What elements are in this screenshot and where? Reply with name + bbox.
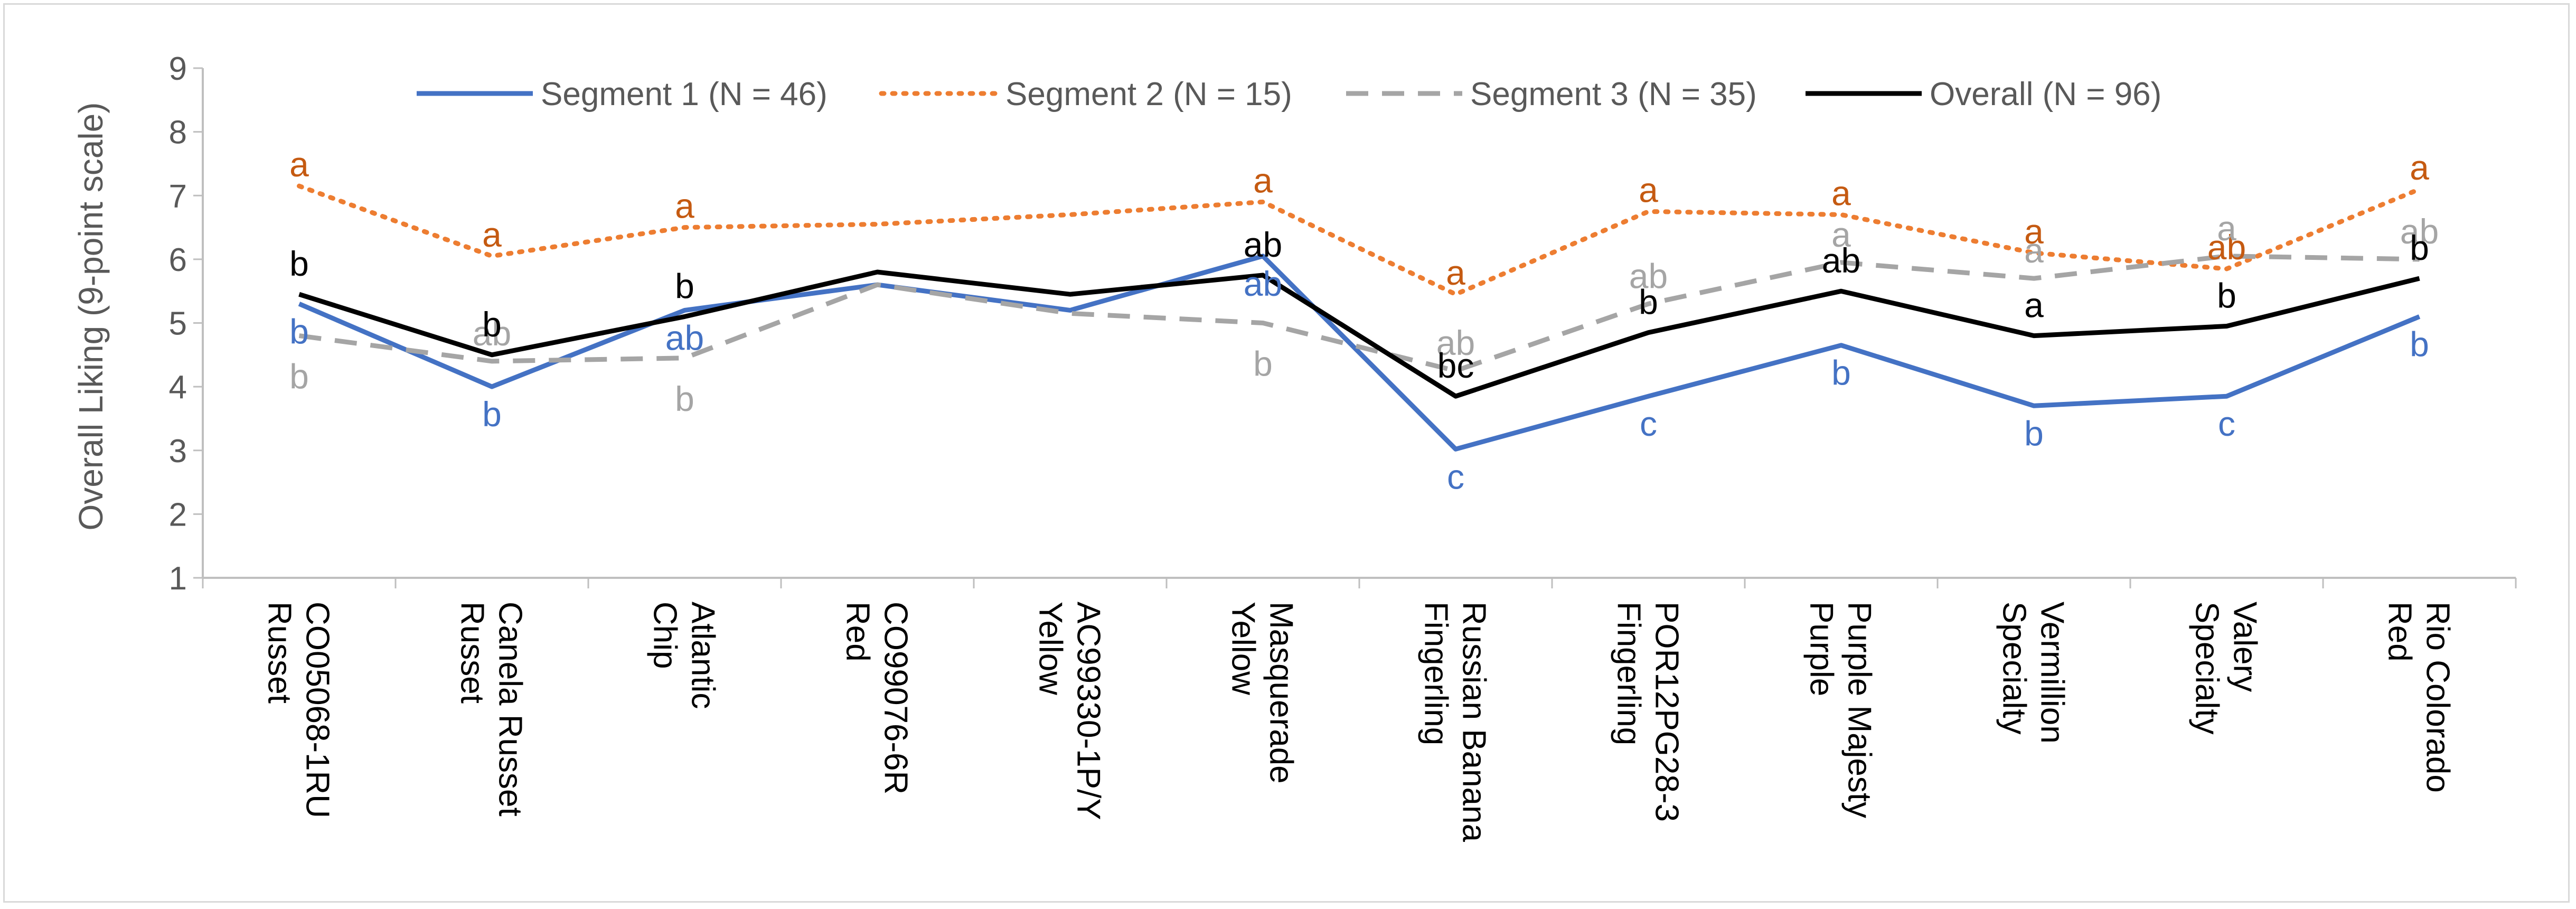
significance-letter: a (1253, 161, 1273, 200)
legend-label: Overall (N = 96) (1930, 76, 2161, 113)
series-line (298, 254, 2420, 373)
significance-letter: bc (1437, 346, 1474, 385)
x-category-label-line: Russet (261, 602, 298, 704)
significance-letter: ab (2207, 228, 2246, 267)
significance-letter: a (1831, 215, 1851, 254)
y-tick-label: 1 (169, 560, 187, 597)
significance-letter: b (289, 312, 309, 351)
x-category-label-line: Fingerling (1418, 602, 1454, 745)
significance-letter: c (1447, 457, 1464, 496)
x-category-label-line: Russian Banana (1456, 602, 1492, 842)
significance-letter: c (1640, 404, 1657, 443)
y-tick-label: 2 (169, 496, 187, 533)
significance-letter: ab (1822, 241, 1860, 280)
significance-letter: b (289, 244, 309, 283)
significance-letter: b (2410, 228, 2429, 267)
legend-label: Segment 2 (N = 15) (1005, 76, 1292, 113)
x-category-label-line: Atlantic (685, 602, 721, 709)
significance-letter: a (2410, 148, 2429, 187)
series-line (297, 183, 2422, 297)
significance-letter: b (675, 266, 694, 305)
significance-letter: b (1639, 283, 1658, 322)
x-category-label-line: Valery (2227, 602, 2263, 692)
series-line (298, 254, 2421, 452)
significance-letter: b (482, 395, 502, 434)
x-category-label-line: Purple (1803, 602, 1840, 696)
significance-letter: ab (1244, 225, 1282, 264)
x-category-label-line: CO05068-1RU (299, 602, 336, 818)
significance-letter: b (289, 357, 309, 396)
significance-letter: ab (1629, 256, 1668, 295)
significance-letter: ab (1436, 323, 1475, 362)
legend-label: Segment 3 (N = 35) (1470, 76, 1757, 113)
y-tick-label: 4 (169, 369, 187, 406)
significance-letter: b (2410, 324, 2429, 363)
significance-letter: a (675, 186, 694, 226)
x-category-label-line: Chip (647, 602, 683, 669)
x-category-label-line: Masquerade (1263, 602, 1300, 784)
significance-letter: a (289, 145, 309, 184)
x-category-label-line: AC99330-1P/Y (1070, 602, 1107, 820)
x-category-label-line: CO99076-6R (878, 602, 914, 794)
significance-letter: a (1639, 170, 1658, 209)
significance-letter: a (2024, 231, 2044, 270)
y-tick-label: 5 (169, 306, 187, 342)
significance-letter: ab (1244, 264, 1282, 303)
x-category-label-line: Red (2382, 602, 2418, 662)
significance-letter: ab (665, 318, 704, 357)
significance-letter: a (2024, 212, 2044, 251)
series-line (298, 269, 2420, 399)
x-category-label-line: Russet (454, 602, 491, 704)
x-category-label-line: Yellow (1225, 602, 1262, 695)
x-category-label-line: Specialty (2189, 602, 2225, 735)
x-category-label-line: Vermillion (2034, 602, 2071, 744)
significance-letter: a (2024, 286, 2044, 325)
significance-letter: a (482, 215, 502, 254)
significance-letter: b (482, 305, 502, 344)
significance-letter: a (1446, 253, 1465, 292)
significance-letter: a (2217, 209, 2236, 248)
legend-label: Segment 1 (N = 46) (541, 76, 828, 113)
significance-letter: a (1831, 173, 1851, 212)
y-tick-label: 6 (169, 242, 187, 278)
chart-frame: 1 2 3 4 5 6 7 8 9 CO05068-1RU Russet Canela Russet R… (3, 3, 2570, 903)
significance-letter: ab (2400, 212, 2439, 251)
y-tick-label: 9 (169, 51, 187, 87)
significance-letter: b (2217, 276, 2236, 315)
x-category-label-line: Fingerling (1611, 602, 1647, 745)
significance-letter: ab (473, 314, 511, 353)
significance-letter: b (2024, 414, 2044, 453)
y-tick-label: 3 (169, 433, 187, 470)
x-category-label-line: POR12PG28-3 (1649, 602, 1685, 822)
significance-letter: c (2218, 404, 2235, 443)
significance-letter: b (1253, 344, 1273, 383)
y-tick-label: 7 (169, 178, 187, 214)
significance-letter: b (1831, 353, 1851, 392)
x-category-label-line: Canela Russet (492, 602, 529, 817)
x-category-label-line: Yellow (1032, 602, 1069, 695)
x-category-label-line: Specialty (1996, 602, 2033, 735)
y-axis-title: Overall Liking (9-point scale) (72, 102, 110, 531)
x-category-label-line: Red (840, 602, 876, 662)
x-category-label-line: Purple Majesty (1841, 602, 1878, 818)
significance-letter: b (675, 379, 694, 418)
y-tick-label: 8 (169, 115, 187, 151)
x-category-label-line: Rio Colorado (2420, 602, 2456, 793)
